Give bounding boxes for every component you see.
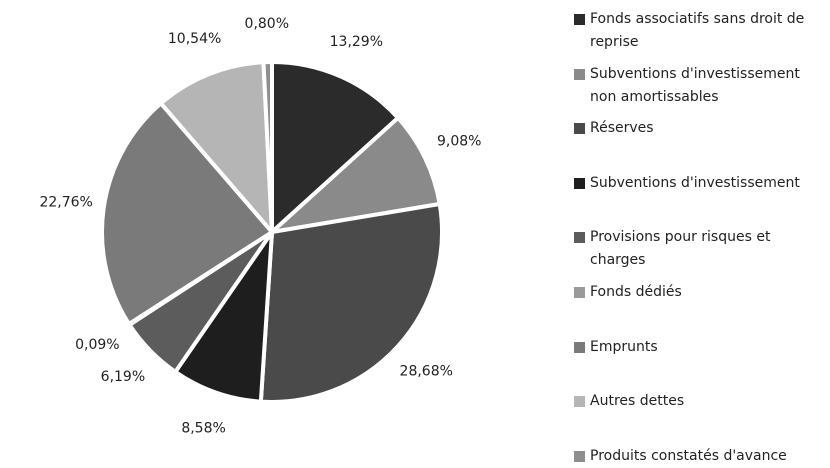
legend-label: Emprunts [590,338,658,355]
legend-item: Subventions d'investissement [574,172,830,195]
legend-swatch [574,232,585,244]
legend-item: Fonds associatifs sans droit de reprise [574,8,830,54]
data-label: 0,09% [75,337,119,353]
legend-item: Produits constatés d'avance [574,445,830,468]
legend-swatch [574,287,585,298]
data-label: 10,54% [168,31,221,47]
legend-item: Fonds dédiés [574,281,830,304]
data-label: 28,68% [400,364,453,380]
pie-slice [258,202,444,404]
data-label: 13,29% [330,34,383,50]
pie-slice [261,60,274,234]
data-label: 6,19% [101,369,145,385]
data-label: 22,76% [39,194,92,210]
legend-label: Subventions d'investissement [590,174,800,191]
pie-slice [270,60,401,234]
legend-item: Autres dettes [574,390,830,413]
pie-slice [100,101,274,326]
legend-label: Réserves [590,120,654,137]
legend-swatch [574,396,585,408]
pie-slice [158,60,274,234]
legend-label: Autres dettes [590,393,685,410]
legend-item: Provisions pour risques et charges [574,226,830,272]
data-label: 0,80% [245,16,289,32]
data-label: 8,58% [181,420,225,436]
legend-label: Subventions d'investissement non amortis… [590,65,800,105]
legend-item: Réserves [574,117,830,140]
chart: 13,29% 9,08% 28,68% 8,58% 6,19% 0,09% 22,76% 10… [39,16,481,436]
legend-swatch [574,68,585,80]
legend-swatch [574,14,585,25]
legend-label: Fonds dédiés [590,284,682,300]
legend-swatch [574,123,585,135]
legend-label: Fonds associatifs sans droit de reprise [590,11,805,50]
legend-swatch [574,177,585,189]
legend-item: Emprunts [574,336,830,359]
data-label: 9,08% [437,133,481,149]
legend-label: Provisions pour risques et charges [590,229,771,269]
legend-swatch [574,341,585,353]
legend-label: Produits constatés d'avance [590,447,787,464]
legend-item: Subventions d'investissement non amortis… [574,63,830,109]
legend-swatch [574,450,585,462]
